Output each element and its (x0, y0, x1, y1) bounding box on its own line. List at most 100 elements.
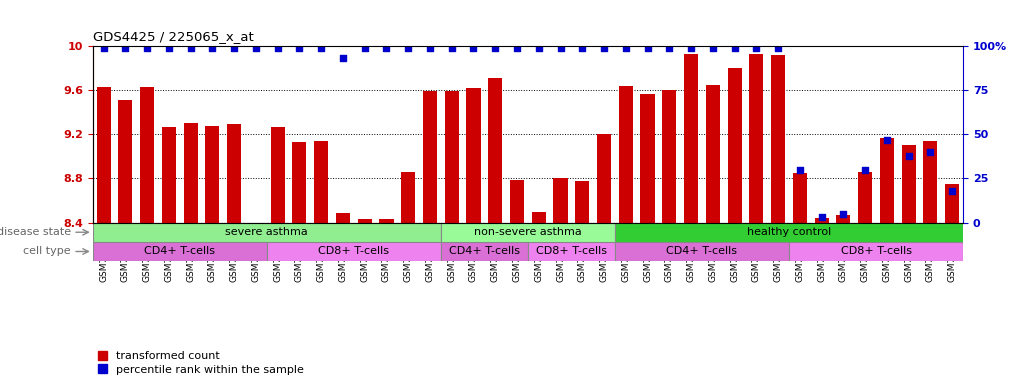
Bar (93, 242, 267, 261)
Bar (793, 173, 806, 223)
Point (640, 45, 656, 51)
Point (444, 45, 460, 51)
Bar (531, 212, 546, 223)
Bar (441, 242, 527, 261)
Text: non-severe asthma: non-severe asthma (474, 227, 582, 237)
Bar (183, 123, 198, 223)
Bar (510, 180, 524, 223)
Bar (271, 127, 284, 223)
Bar (706, 85, 720, 223)
Point (900, 152, 917, 159)
Point (748, 45, 764, 51)
Text: cell type: cell type (24, 247, 71, 257)
Point (356, 45, 373, 51)
Bar (140, 87, 154, 223)
Point (595, 45, 612, 51)
Point (618, 45, 634, 51)
Bar (423, 91, 437, 223)
Bar (118, 100, 133, 223)
Bar (293, 142, 307, 223)
Point (769, 45, 786, 51)
Text: CD8+ T-cells: CD8+ T-cells (318, 247, 389, 257)
Point (661, 45, 678, 51)
Point (291, 45, 308, 51)
Bar (467, 88, 481, 223)
Text: CD4+ T-cells: CD4+ T-cells (449, 247, 520, 257)
Point (574, 45, 590, 51)
Text: CD4+ T-cells: CD4+ T-cells (144, 247, 215, 257)
Bar (858, 172, 872, 223)
Bar (901, 146, 916, 223)
Point (182, 45, 199, 51)
Text: GDS4425 / 225065_x_at: GDS4425 / 225065_x_at (93, 30, 253, 43)
Bar (615, 242, 789, 261)
Point (117, 45, 134, 51)
Bar (789, 242, 963, 261)
Text: disease state: disease state (0, 227, 71, 237)
Bar (227, 124, 241, 223)
Bar (336, 213, 350, 223)
Bar (619, 86, 632, 223)
Text: CD8+ T-cells: CD8+ T-cells (840, 247, 912, 257)
Point (421, 45, 438, 51)
Bar (946, 184, 959, 223)
Point (922, 149, 938, 155)
Bar (615, 223, 963, 242)
Point (726, 45, 743, 51)
Bar (923, 141, 937, 223)
Text: CD8+ T-cells: CD8+ T-cells (536, 247, 607, 257)
Text: severe asthma: severe asthma (226, 227, 308, 237)
Bar (662, 90, 677, 223)
Point (814, 214, 830, 220)
Point (879, 137, 895, 143)
Point (139, 45, 156, 51)
Bar (553, 179, 568, 223)
Point (400, 45, 416, 51)
Point (335, 55, 351, 61)
Bar (314, 141, 329, 223)
Bar (597, 134, 611, 223)
Point (204, 45, 220, 51)
Point (683, 45, 699, 51)
Point (857, 167, 873, 173)
Bar (441, 223, 615, 242)
Bar (684, 54, 698, 223)
Point (835, 211, 852, 217)
Bar (162, 127, 176, 223)
Text: healthy control: healthy control (747, 227, 831, 237)
Bar (93, 223, 441, 242)
Point (313, 45, 330, 51)
Point (161, 45, 177, 51)
Bar (205, 126, 219, 223)
Legend: transformed count, percentile rank within the sample: transformed count, percentile rank withi… (98, 351, 304, 375)
Text: CD4+ T-cells: CD4+ T-cells (666, 247, 737, 257)
Bar (445, 91, 458, 223)
Bar (379, 219, 393, 223)
Point (378, 45, 394, 51)
Point (943, 188, 960, 194)
Bar (401, 172, 415, 223)
Bar (880, 137, 894, 223)
Point (705, 45, 721, 51)
Bar (727, 68, 742, 223)
Bar (575, 181, 589, 223)
Bar (815, 218, 829, 223)
Bar (357, 219, 372, 223)
Point (792, 167, 809, 173)
Point (226, 45, 242, 51)
Bar (641, 94, 655, 223)
Point (466, 45, 482, 51)
Bar (749, 54, 763, 223)
Point (270, 45, 286, 51)
Bar (836, 215, 851, 223)
Point (487, 45, 504, 51)
Bar (771, 55, 785, 223)
Bar (97, 87, 110, 223)
Point (552, 45, 569, 51)
Point (530, 45, 547, 51)
Point (509, 45, 525, 51)
Point (96, 45, 112, 51)
Point (247, 45, 264, 51)
Bar (527, 242, 615, 261)
Bar (267, 242, 441, 261)
